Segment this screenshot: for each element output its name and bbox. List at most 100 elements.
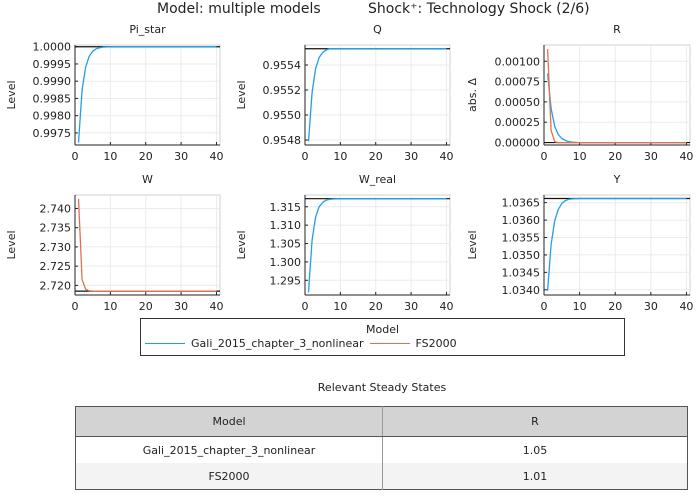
y-tick-label: 1.0350: [502, 249, 541, 262]
plot-svg: W 0 10 20 30 40 2.720 2.725 2.730 2.735 2.740 Level: [5, 173, 223, 313]
y-tick-label: 0.00000: [495, 137, 541, 150]
x-tick-label: 30: [174, 300, 188, 313]
grid: [304, 195, 450, 295]
legend-swatch-fs2000: [369, 343, 410, 344]
y-tick-label: 0.9990: [33, 75, 72, 88]
x-tick-label: 30: [404, 300, 418, 313]
subplot-title: W: [142, 173, 153, 186]
plot-r: R 0 10 20 30 40 0.00000 0.00025 0.00050 0.00075 0.…: [460, 20, 700, 170]
table-row: FS2000 1.01: [75, 463, 688, 490]
plot-pi-star: Pi_star 0 10 20 30 40 0.9975 0.9980 0.9985 0.9990…: [0, 20, 230, 170]
y-tick-label: 0.00075: [495, 76, 541, 89]
legend-title: Model: [365, 323, 400, 336]
y-tick-label: 2.740: [40, 202, 72, 215]
y-axis-label: abs. Δ: [466, 78, 479, 112]
plot-svg: Pi_star 0 10 20 30 40 0.9975 0.9980 0.9985 0.9990…: [5, 23, 223, 163]
plot-svg: Y 0 10 20 30 40 1.0340 1.0345 1.0350 1.0355 1.0360…: [466, 173, 693, 313]
x-tick-label: 0: [72, 300, 79, 313]
plot-y: Y 0 10 20 30 40 1.0340 1.0345 1.0350 1.0355 1.0360…: [460, 170, 700, 320]
column-header-model: Model: [75, 406, 383, 437]
series-line-fs2000: [77, 198, 217, 292]
x-tick-label: 10: [573, 150, 587, 163]
x-tick-label: 20: [369, 300, 383, 313]
x-tick-label: 0: [72, 150, 79, 163]
y-tick-label: 1.0345: [502, 266, 541, 279]
x-tick-label: 20: [139, 150, 153, 163]
x-tick-label: 10: [333, 300, 347, 313]
x-tick-label: 0: [541, 150, 548, 163]
subplot-title: W_real: [359, 173, 396, 186]
x-tick-label: 20: [369, 150, 383, 163]
y-tick-label: 2.720: [40, 279, 72, 292]
plot-w: W 0 10 20 30 40 2.720 2.725 2.730 2.735 2.740 Level: [0, 170, 230, 320]
column-header-r: R: [382, 406, 688, 437]
y-tick-label: 0.00050: [495, 96, 541, 109]
y-axis-label: Level: [235, 80, 248, 109]
cell-model: Gali_2015_chapter_3_nonlinear: [75, 436, 383, 463]
x-tick-label: 20: [608, 150, 622, 163]
y-tick-label: 1.0355: [502, 232, 541, 245]
grid: [543, 195, 690, 295]
y-tick-label: 0.00100: [495, 55, 541, 68]
y-tick-label: 1.315: [270, 201, 302, 214]
x-tick-label: 0: [302, 300, 309, 313]
shock-title: Shock⁺: Technology Shock (2/6): [368, 1, 590, 17]
legend-swatch-gali: [145, 343, 185, 344]
table-title: Relevant Steady States: [317, 381, 447, 394]
y-tick-label: 1.0340: [502, 284, 541, 297]
y-axis-label: Level: [5, 230, 18, 259]
x-tick-label: 10: [573, 300, 587, 313]
grid: [74, 195, 220, 295]
y-axis-label: Level: [235, 230, 248, 259]
y-tick-label: 0.9550: [263, 109, 302, 122]
subplot-title: Q: [373, 23, 382, 36]
x-tick-label: 30: [404, 150, 418, 163]
y-tick-label: 1.0365: [502, 197, 541, 210]
plot-svg: Q 0 10 20 30 40 0.9548 0.9550 0.9552 0.9554 Level: [235, 23, 453, 163]
y-tick-label: 1.310: [270, 219, 302, 232]
table-header-row: Model R: [75, 406, 688, 437]
series-line-gali_2015_chapter_3_nonlinear: [77, 46, 217, 143]
x-tick-label: 40: [679, 150, 693, 163]
figure-title: Model: multiple models Shock⁺: Technolog…: [0, 0, 700, 20]
y-tick-label: 0.9548: [263, 134, 302, 147]
x-tick-label: 10: [103, 150, 117, 163]
x-tick-label: 40: [209, 300, 223, 313]
y-tick-label: 1.295: [270, 274, 302, 287]
subplot-title: R: [613, 23, 621, 36]
x-tick-label: 10: [333, 150, 347, 163]
y-axis-label: Level: [466, 230, 479, 259]
y-tick-label: 0.9552: [263, 84, 302, 97]
series-line-gali_2015_chapter_3_nonlinear: [307, 48, 447, 142]
series-line-fs2000: [546, 49, 687, 144]
y-tick-label: 0.9985: [33, 92, 72, 105]
y-tick-label: 2.735: [40, 222, 72, 235]
y-tick-label: 1.305: [270, 238, 302, 251]
y-tick-label: 1.0000: [33, 41, 72, 54]
y-tick-label: 2.725: [40, 260, 72, 273]
table-row: Gali_2015_chapter_3_nonlinear 1.05: [75, 436, 688, 463]
cell-r: 1.01: [382, 463, 688, 490]
x-tick-label: 40: [209, 150, 223, 163]
x-tick-label: 30: [644, 300, 658, 313]
y-tick-label: 1.300: [270, 256, 302, 269]
x-tick-label: 10: [103, 300, 117, 313]
x-tick-label: 30: [174, 150, 188, 163]
subplot-title: Y: [613, 173, 621, 186]
plot-q: Q 0 10 20 30 40 0.9548 0.9550 0.9552 0.9554 Level: [230, 20, 460, 170]
plot-svg: W_real 0 10 20 30 40 1.295 1.300 1.305 1.310 1.315…: [235, 173, 453, 313]
legend-label-fs2000: FS2000: [415, 337, 457, 350]
plot-svg: R 0 10 20 30 40 0.00000 0.00025 0.00050 0.00075 0.…: [466, 23, 693, 163]
y-tick-label: 2.730: [40, 241, 72, 254]
x-tick-label: 20: [608, 300, 622, 313]
plot-w-real: W_real 0 10 20 30 40 1.295 1.300 1.305 1.310 1.315…: [230, 170, 460, 320]
y-tick-label: 1.0360: [502, 214, 541, 227]
model-title: Model: multiple models: [157, 1, 321, 17]
x-tick-label: 40: [679, 300, 693, 313]
y-tick-label: 0.9980: [33, 110, 72, 123]
y-axis-label: Level: [5, 80, 18, 109]
y-tick-label: 0.9975: [33, 127, 72, 140]
x-tick-label: 30: [644, 150, 658, 163]
x-tick-label: 40: [439, 150, 453, 163]
cell-model: FS2000: [75, 463, 383, 490]
